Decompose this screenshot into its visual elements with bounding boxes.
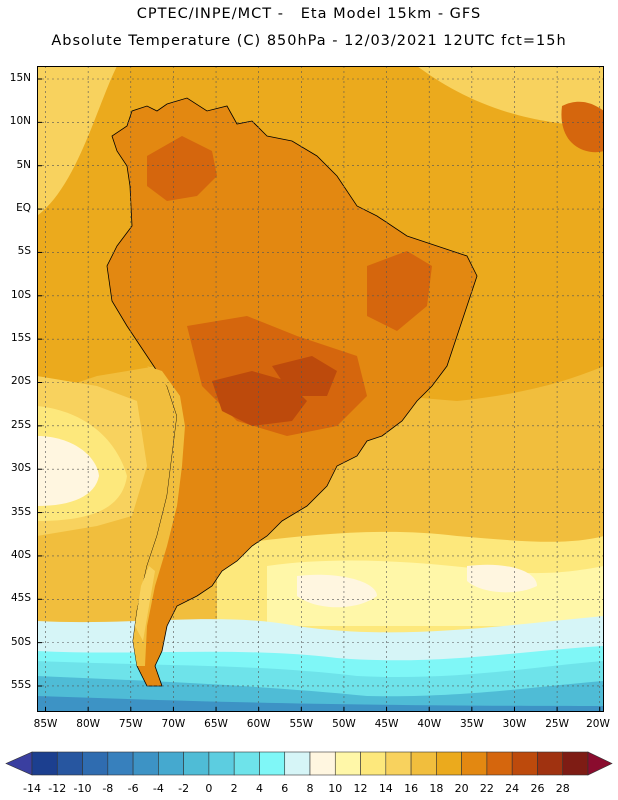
colorbar-swatch bbox=[436, 751, 462, 776]
colorbar-label: 6 bbox=[281, 782, 289, 795]
map-frame bbox=[37, 66, 604, 712]
colorbar-label: 28 bbox=[555, 782, 570, 795]
lon-label: 70W bbox=[161, 718, 186, 730]
colorbar-swatch bbox=[562, 751, 589, 776]
colorbar-label: -12 bbox=[48, 782, 67, 795]
colorbar-label: 8 bbox=[306, 782, 314, 795]
colorbar-swatch bbox=[208, 751, 235, 776]
map-panel[interactable] bbox=[37, 66, 604, 712]
hotter-region-chaco bbox=[212, 371, 307, 426]
lat-label: 5S bbox=[17, 245, 31, 258]
lon-label: 40W bbox=[417, 718, 442, 730]
lon-label: 50W bbox=[332, 718, 356, 730]
southern-deep-blue bbox=[37, 696, 604, 712]
ne-ocean-hot bbox=[561, 101, 604, 153]
colorbar-label: 16 bbox=[404, 782, 419, 795]
lat-label: 45S bbox=[10, 592, 31, 605]
cream-patch-east bbox=[467, 564, 537, 593]
lat-label: 10N bbox=[9, 115, 31, 128]
colorbar-swatch bbox=[233, 751, 260, 776]
colorbar-low-arrow bbox=[5, 751, 33, 776]
nw-ocean-cool bbox=[37, 66, 117, 216]
colorbar-swatch bbox=[82, 751, 109, 776]
colorbar-label: 0 bbox=[205, 782, 213, 795]
colorbar-label: 26 bbox=[530, 782, 545, 795]
lon-label: 65W bbox=[204, 718, 228, 730]
colorbar-swatch bbox=[537, 751, 564, 776]
colorbar-swatch bbox=[31, 751, 58, 776]
lat-label: 30S bbox=[10, 462, 31, 475]
colorbar-swatch bbox=[385, 751, 412, 776]
colorbar bbox=[5, 751, 613, 776]
colorbar-label: 22 bbox=[479, 782, 494, 795]
lat-label: 15N bbox=[9, 72, 31, 84]
lat-label: EQ bbox=[16, 202, 31, 215]
lon-label: 60W bbox=[246, 718, 271, 730]
colorbar-label: 24 bbox=[505, 782, 520, 795]
lat-label: 55S bbox=[10, 678, 31, 691]
header-subtitle: Absolute Temperature (C) 850hPa - 12/03/… bbox=[51, 33, 567, 49]
colorbar-label: -2 bbox=[178, 782, 190, 795]
colorbar-label: -14 bbox=[23, 782, 41, 795]
colorbar-label: -8 bbox=[102, 782, 114, 795]
axis-ticks bbox=[37, 78, 601, 712]
colorbar-swatch bbox=[309, 751, 336, 776]
lat-label: 25S bbox=[10, 418, 31, 431]
lat-label: 50S bbox=[10, 635, 31, 648]
colorbar-swatch bbox=[158, 751, 184, 776]
lon-label: 55W bbox=[289, 718, 314, 730]
colorbar-label: 2 bbox=[230, 782, 238, 795]
hot-region-amazon bbox=[147, 136, 217, 201]
lon-label: 80W bbox=[76, 718, 101, 730]
colorbar-swatch bbox=[511, 751, 538, 776]
colorbar-swatch bbox=[132, 751, 159, 776]
hotter-region-brazil bbox=[272, 356, 337, 396]
pacific-cream bbox=[37, 436, 99, 506]
colorbar-high-arrow bbox=[587, 751, 613, 776]
colorbar-swatch bbox=[284, 751, 311, 776]
lat-label: 15S bbox=[10, 332, 31, 345]
colorbar-label: -10 bbox=[73, 782, 92, 795]
colorbar-swatch bbox=[360, 751, 387, 776]
lon-label: 45W bbox=[374, 718, 399, 730]
colorbar-swatch bbox=[334, 751, 361, 776]
lon-label: 25W bbox=[545, 718, 569, 730]
colorbar-swatch bbox=[461, 751, 488, 776]
colorbar-label: 18 bbox=[429, 782, 444, 795]
lon-label: 85W bbox=[33, 718, 58, 730]
colorbar-swatch bbox=[410, 751, 437, 776]
lat-label: 5N bbox=[16, 158, 31, 171]
lat-label: 20S bbox=[10, 375, 31, 388]
colorbar-label: 20 bbox=[454, 782, 469, 795]
colorbar-swatch bbox=[183, 751, 210, 776]
colorbar-swatch bbox=[107, 751, 134, 776]
colorbar-label: -4 bbox=[152, 782, 164, 795]
lon-label: 20W bbox=[586, 718, 610, 730]
lat-label: 10S bbox=[10, 288, 31, 301]
colorbar-label: 10 bbox=[328, 782, 343, 795]
colorbar-swatch bbox=[259, 751, 286, 776]
lat-label: 35S bbox=[10, 505, 31, 518]
hot-region-northeast bbox=[367, 251, 432, 331]
temperature-map[interactable] bbox=[37, 66, 604, 712]
colorbar-swatch bbox=[56, 751, 83, 776]
colorbar-label: 12 bbox=[353, 782, 368, 795]
colorbar-label: 14 bbox=[378, 782, 393, 795]
colorbar-label: 4 bbox=[255, 782, 263, 795]
colorbar-label: -6 bbox=[127, 782, 139, 795]
lon-label: 35W bbox=[459, 718, 484, 730]
andes-high bbox=[135, 566, 155, 641]
lon-label: 30W bbox=[502, 718, 527, 730]
lon-label: 75W bbox=[118, 718, 143, 730]
colorbar-swatch bbox=[486, 751, 513, 776]
lat-label: 40S bbox=[10, 548, 31, 561]
header-title: CPTEC/INPE/MCT - Eta Model 15km - GFS bbox=[136, 6, 482, 22]
